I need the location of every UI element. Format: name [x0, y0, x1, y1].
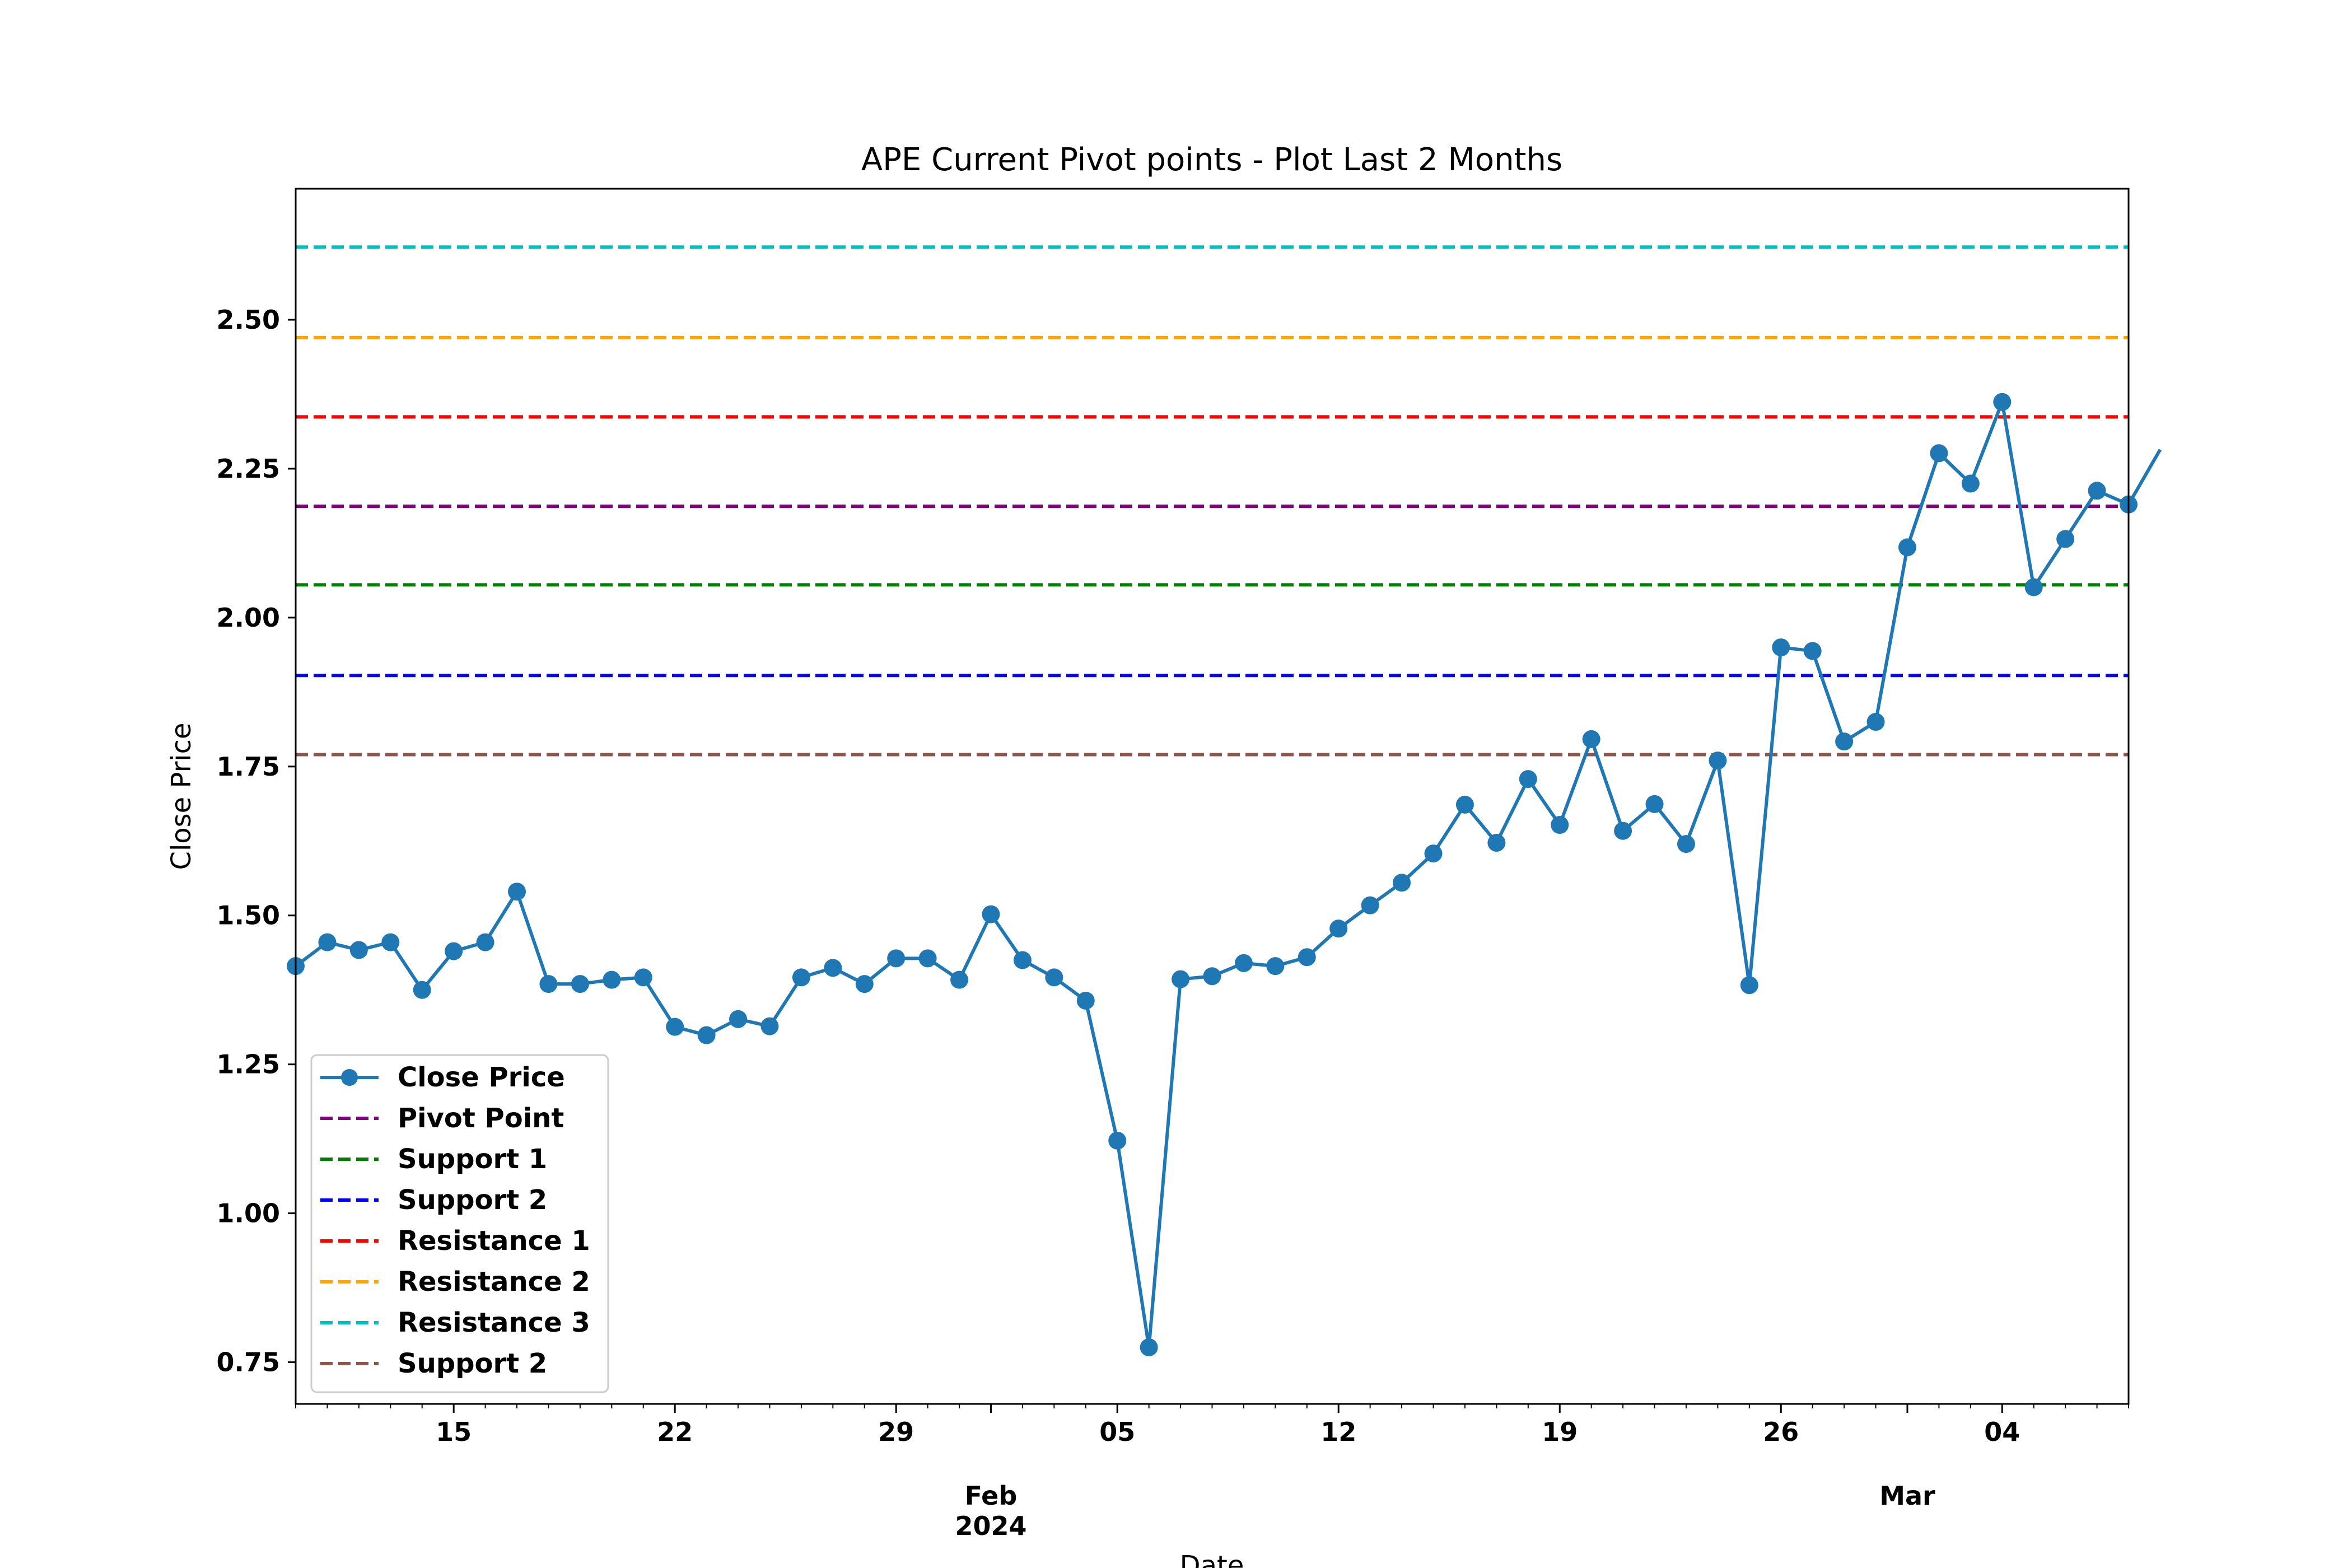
data-point-2024-01-31 — [950, 970, 969, 989]
x-tick-label: 26 — [1763, 1417, 1799, 1447]
legend-label-support-2-7: Support 2 — [398, 1348, 547, 1379]
legend: Close Price Pivot Point Support 1 Support 2… — [310, 1054, 609, 1393]
data-point-2024-03-03 — [1961, 474, 1980, 493]
data-point-2024-01-11 — [318, 933, 337, 951]
legend-label-pivot-point-1: Pivot Point — [398, 1103, 564, 1134]
y-tick-label: 1.75 — [217, 752, 281, 782]
data-point-2024-01-28 — [855, 975, 874, 993]
legend-label-resistance-2-5: Resistance 2 — [398, 1266, 590, 1298]
y-tick-label: 1.00 — [217, 1198, 281, 1229]
data-point-2024-01-27 — [824, 959, 842, 977]
x-tick-label: 04 — [1984, 1417, 2020, 1447]
data-point-2024-02-27 — [1803, 642, 1822, 660]
y-tick-label: 2.25 — [217, 454, 281, 484]
pivot-level-lines — [296, 245, 2129, 757]
data-point-2024-03-07 — [2088, 482, 2106, 500]
y-tick-label: 1.50 — [217, 900, 281, 931]
data-point-2024-01-17 — [508, 883, 526, 901]
legend-label-resistance-3-6: Resistance 3 — [398, 1307, 590, 1338]
data-point-2024-01-21 — [634, 968, 652, 987]
data-point-2024-01-26 — [792, 968, 810, 987]
data-point-2024-01-15 — [445, 942, 463, 960]
data-point-2024-01-13 — [381, 933, 400, 951]
data-point-2024-02-20 — [1582, 730, 1600, 748]
x-tick-label: 29 — [878, 1417, 914, 1447]
data-point-2024-02-07 — [1172, 970, 1190, 988]
legend-label-close-price-0: Close Price — [398, 1062, 565, 1093]
legend-marker-close-price-0 — [341, 1069, 358, 1086]
data-point-2024-02-01 — [982, 905, 1000, 923]
data-point-2024-02-16 — [1455, 795, 1474, 814]
data-point-2024-01-20 — [603, 970, 621, 989]
x-year-label: 2024 — [955, 1511, 1026, 1541]
data-point-2024-02-17 — [1487, 833, 1506, 852]
data-point-2024-01-23 — [697, 1026, 716, 1044]
x-axis-label: Date — [1180, 1550, 1244, 1568]
y-axis-label: Close Price — [166, 722, 197, 870]
data-point-2024-02-29 — [1866, 713, 1885, 731]
data-point-2024-01-22 — [666, 1018, 684, 1036]
data-point-2024-02-15 — [1424, 844, 1443, 863]
x-tick-label: 19 — [1542, 1417, 1578, 1447]
data-point-2024-02-22 — [1645, 795, 1664, 813]
data-point-2024-03-02 — [1930, 444, 1948, 463]
data-point-2024-02-24 — [1709, 752, 1727, 770]
data-point-2024-02-14 — [1393, 874, 1411, 892]
data-point-2024-02-26 — [1772, 638, 1790, 657]
data-point-2024-02-02 — [1013, 951, 1032, 969]
data-point-2024-02-18 — [1519, 770, 1537, 788]
data-point-2024-03-04 — [1993, 393, 2012, 411]
data-point-2024-02-25 — [1740, 976, 1758, 995]
legend-label-resistance-1-4: Resistance 1 — [398, 1225, 590, 1257]
data-point-2024-02-08 — [1203, 967, 1221, 986]
data-point-2024-02-05 — [1108, 1131, 1127, 1150]
data-point-2024-01-18 — [539, 975, 558, 993]
data-point-2024-02-12 — [1329, 920, 1348, 938]
data-point-2024-02-19 — [1551, 816, 1569, 834]
data-point-2024-01-19 — [571, 975, 589, 993]
data-point-2024-02-11 — [1298, 948, 1316, 967]
y-tick-label: 0.75 — [217, 1347, 281, 1378]
chart-title: APE Current Pivot points - Plot Last 2 M… — [861, 142, 1562, 178]
legend-label-support-1-2: Support 1 — [398, 1144, 547, 1175]
x-tick-label: 22 — [657, 1417, 693, 1447]
x-month-label: Feb — [965, 1481, 1018, 1511]
data-point-2024-01-30 — [918, 949, 937, 968]
data-point-2024-02-06 — [1140, 1338, 1158, 1356]
data-point-2024-01-24 — [729, 1010, 748, 1028]
legend-box — [310, 1054, 609, 1393]
data-point-2024-01-14 — [413, 981, 431, 999]
data-point-2024-01-29 — [887, 949, 906, 968]
data-point-2024-02-23 — [1677, 835, 1695, 853]
y-tick-label: 2.50 — [217, 305, 281, 335]
data-point-2024-03-05 — [2024, 578, 2043, 596]
y-tick-label: 2.00 — [217, 603, 281, 633]
data-point-2024-02-04 — [1076, 991, 1095, 1010]
data-point-2024-02-03 — [1045, 968, 1063, 987]
legend-label-support-2-3: Support 2 — [398, 1184, 547, 1216]
y-tick-label: 1.25 — [217, 1049, 281, 1080]
data-point-2024-02-13 — [1361, 896, 1379, 914]
data-point-2024-03-01 — [1898, 538, 1916, 557]
data-point-2024-01-16 — [476, 933, 494, 951]
x-tick-label: 05 — [1099, 1417, 1135, 1447]
x-tick-label: 15 — [436, 1417, 472, 1447]
x-axis: 15 22 29 05 12 19 26 04 Feb Mar 2024 — [295, 1404, 2129, 1541]
data-point-2024-02-09 — [1234, 954, 1253, 972]
close-price-markers — [287, 393, 2138, 1356]
x-month-label: Mar — [1879, 1481, 1935, 1511]
data-point-2024-01-25 — [760, 1017, 779, 1035]
data-point-2024-02-21 — [1614, 822, 1632, 840]
data-point-2024-02-28 — [1835, 732, 1854, 751]
x-tick-label: 12 — [1320, 1417, 1356, 1447]
data-point-2024-01-12 — [349, 941, 368, 959]
y-axis: 0.75 1.00 1.25 1.50 1.75 2.00 2.25 2.50 — [217, 305, 296, 1378]
data-point-2024-02-10 — [1266, 957, 1285, 976]
data-point-2024-03-06 — [2056, 530, 2075, 548]
